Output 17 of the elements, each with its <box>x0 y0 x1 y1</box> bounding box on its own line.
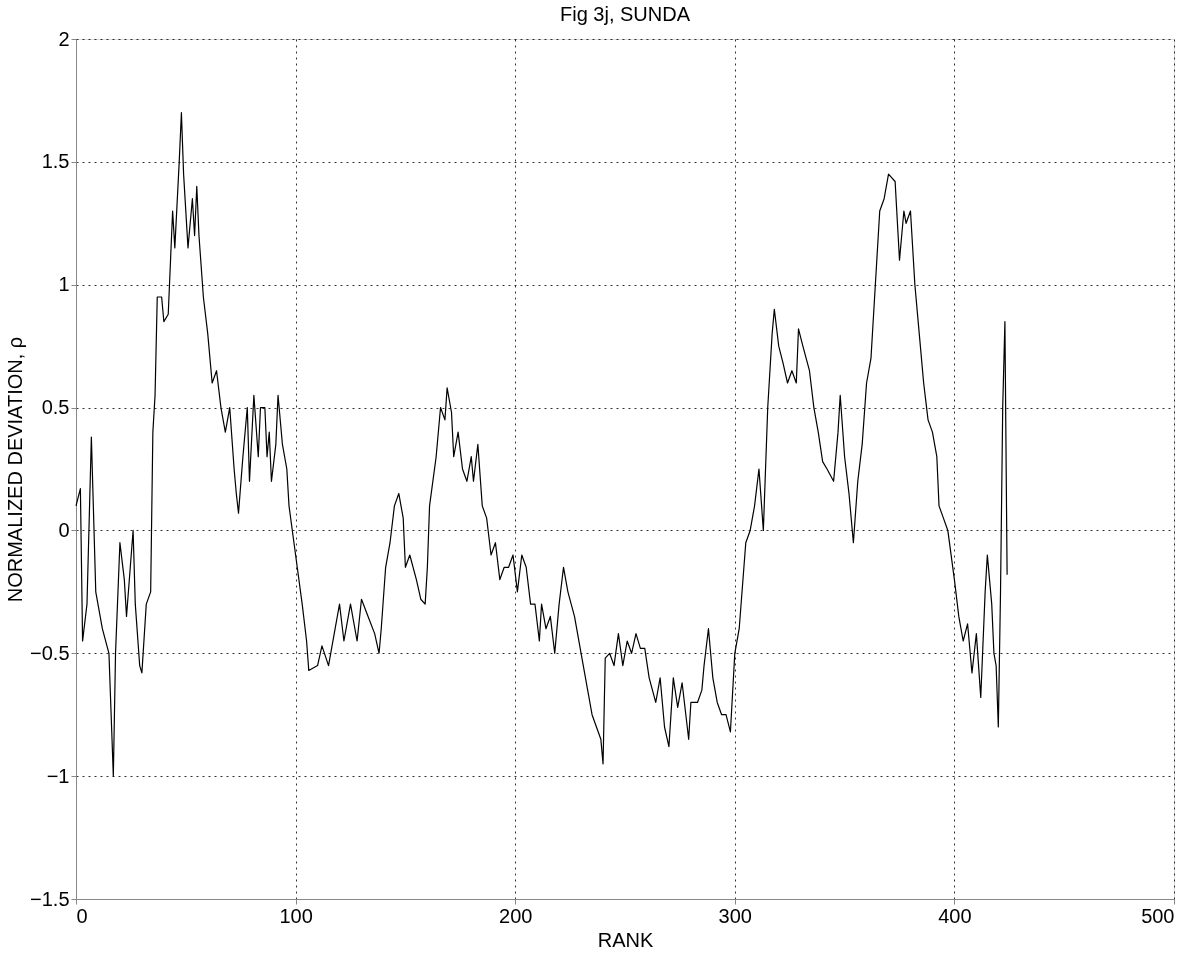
y-tick-label: 1.5 <box>41 150 70 173</box>
x-tick-label: 100 <box>279 904 313 927</box>
x-tick-label: 400 <box>938 904 972 927</box>
x-tick-label: 0 <box>76 904 88 927</box>
y-tick-label: 0 <box>58 518 70 541</box>
x-tick-label: 300 <box>718 904 752 927</box>
y-tick-label: 1 <box>58 273 70 296</box>
y-axis-title: NORMALIZED DEVIATION, ρ <box>4 336 27 603</box>
y-tick-label: −1 <box>46 764 70 787</box>
x-tick-label: 200 <box>499 904 533 927</box>
y-tick-label: 0.5 <box>41 396 70 419</box>
x-axis-title: RANK <box>597 928 654 951</box>
y-tick-label: −0.5 <box>30 641 70 664</box>
y-tick-label: −1.5 <box>30 887 70 910</box>
chart-title: Fig 3j, SUNDA <box>559 3 691 25</box>
x-tick-label: 500 <box>1141 904 1175 927</box>
y-tick-label: 2 <box>58 27 70 50</box>
